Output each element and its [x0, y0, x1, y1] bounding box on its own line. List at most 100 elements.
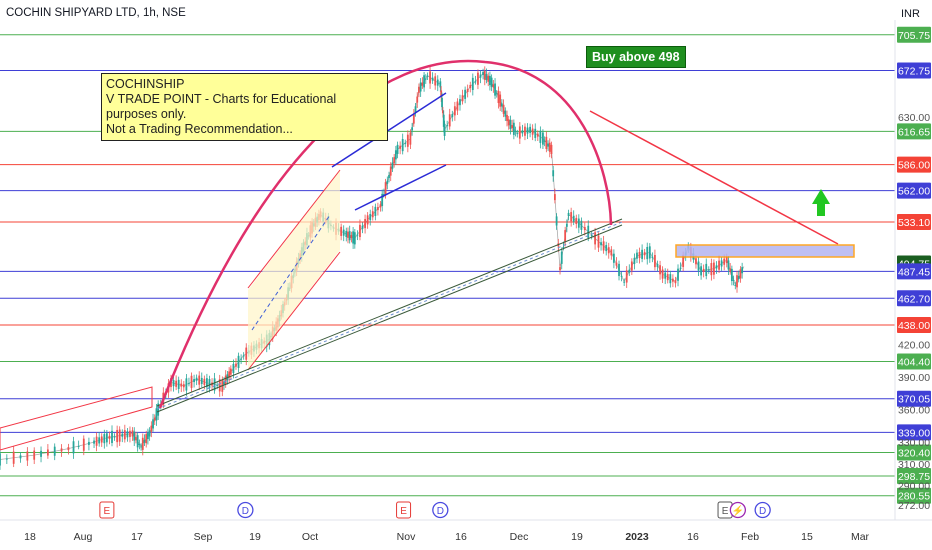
candle-body: [543, 140, 546, 142]
candle-body: [552, 170, 555, 177]
candle-body: [723, 258, 726, 265]
candle-body: [401, 139, 404, 152]
candle-body: [245, 347, 248, 360]
candle-body: [135, 437, 137, 441]
time-axis: 18 Aug 17 Sep 19 Oct Nov 16 Dec 19 2023 16 Feb 15 Mar: [0, 519, 932, 543]
level-label: 487.45: [898, 266, 930, 278]
earnings-marker-icon[interactable]: [396, 501, 412, 519]
candle-body: [625, 270, 628, 283]
candle-body: [136, 435, 139, 448]
candle-body: [471, 77, 474, 91]
candle-body: [229, 368, 232, 375]
blue-channel-top: [331, 92, 447, 168]
axis-tick-label: 330.00: [898, 437, 930, 449]
axis-tick-label: 360.00: [898, 405, 930, 417]
candle-body: [600, 242, 602, 246]
candle-body: [77, 446, 80, 448]
candle-body: [577, 218, 580, 228]
candle-body: [542, 132, 544, 145]
candle-body: [612, 253, 615, 263]
candle-body: [364, 219, 366, 229]
candle-body: [439, 81, 442, 88]
level-label-bg: [897, 317, 931, 334]
candle-body: [240, 358, 243, 360]
candle-body: [177, 379, 180, 390]
candle-body: [353, 232, 356, 245]
split-marker-icon[interactable]: [729, 501, 747, 519]
event-marker-label: D: [242, 506, 249, 517]
candle-body: [555, 216, 558, 226]
candle-body: [483, 70, 486, 80]
level-label: 672.75: [898, 66, 930, 78]
candle-body: [53, 446, 56, 456]
candle-body: [116, 429, 119, 443]
candle-body: [536, 133, 539, 137]
candle-body: [641, 249, 644, 259]
level-label-bg: [897, 62, 931, 79]
candle-body: [547, 143, 549, 147]
candle-body: [710, 263, 713, 276]
candle-body: [507, 119, 510, 126]
axis-tick-label: 390.00: [898, 372, 930, 384]
time-tick-label: 19: [571, 531, 583, 543]
candle-body: [553, 194, 556, 201]
level-label-bg: [897, 156, 931, 173]
candle-body: [654, 255, 656, 268]
candle-body: [396, 144, 399, 154]
candle-body: [489, 75, 491, 86]
candle-body: [46, 449, 49, 456]
descending-trendline: [589, 110, 839, 245]
candle-body: [490, 77, 493, 87]
candle-body: [152, 419, 154, 429]
dividend-marker-icon[interactable]: [432, 501, 449, 519]
level-label: 438.00: [898, 320, 930, 332]
time-tick-label: 19: [249, 531, 261, 543]
event-marker-label: ⚡: [732, 504, 744, 517]
candle-body: [443, 123, 446, 136]
earnings-marker-icon[interactable]: [99, 501, 115, 519]
candle-body: [669, 274, 672, 284]
level-label: 462.70: [898, 293, 930, 305]
candle-body: [548, 142, 551, 152]
candle-body: [456, 101, 459, 111]
candle-body: [388, 175, 390, 179]
candle-body: [195, 377, 198, 381]
candle-body: [406, 134, 409, 147]
candle-body: [382, 194, 385, 196]
time-tick-label: 16: [687, 531, 699, 543]
candle-body: [674, 280, 677, 284]
candle-body: [12, 451, 15, 464]
candle-body: [213, 378, 216, 391]
candle-body: [697, 261, 700, 271]
axis-tick-label: 272.00: [898, 500, 930, 512]
candle-body: [394, 150, 397, 160]
axis-tick-label: 290.00: [898, 480, 930, 492]
dividend-marker-icon[interactable]: [754, 501, 771, 519]
candle-body: [416, 96, 419, 103]
level-label: 533.10: [898, 217, 930, 229]
level-label: 586.00: [898, 160, 930, 172]
candle-body: [446, 125, 449, 127]
level-label-bg: [897, 487, 931, 504]
candle-body: [93, 440, 95, 444]
candle-body: [511, 125, 514, 129]
candle-body: [700, 266, 702, 276]
candle-body: [526, 127, 529, 134]
time-tick-label: 17: [131, 531, 143, 543]
time-tick-label: Dec: [510, 531, 529, 543]
candle-body: [111, 430, 113, 443]
candle-body: [739, 269, 742, 279]
candle-body: [235, 363, 237, 367]
candle-body: [118, 429, 121, 442]
left-channel: [0, 386, 153, 451]
candle-body: [469, 85, 472, 89]
candle-body: [518, 126, 521, 139]
candle-body: [26, 451, 29, 461]
candle-body: [741, 267, 744, 274]
candle-body: [140, 446, 142, 448]
candle-body: [150, 425, 153, 432]
dividend-marker-icon[interactable]: [237, 501, 254, 519]
candle-body: [157, 403, 160, 416]
candle-body: [570, 212, 573, 222]
